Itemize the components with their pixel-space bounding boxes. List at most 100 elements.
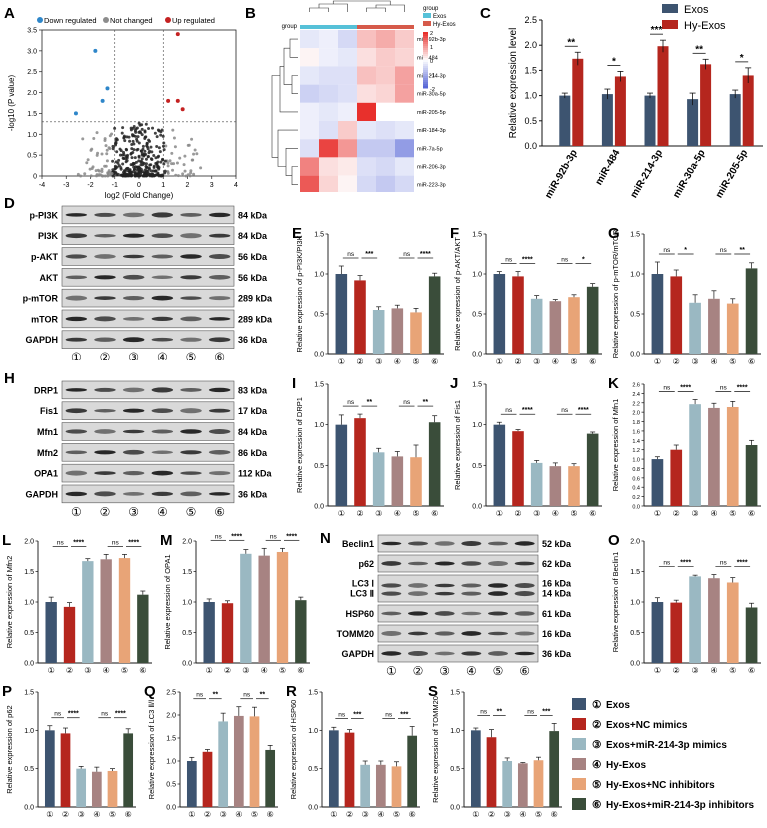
blot-band (122, 337, 145, 343)
nc-point (144, 164, 148, 168)
sig-label: ns (243, 692, 251, 699)
y-tick-label: 1.5 (472, 232, 482, 239)
legend-dot-0 (37, 17, 43, 23)
blot-band (94, 212, 116, 217)
blot-strip (61, 309, 235, 329)
x-group-number: ② (514, 509, 521, 518)
scale-tick: 2 (430, 31, 433, 37)
sig-label: ns (480, 708, 488, 715)
blot-band (208, 450, 231, 455)
nc-point (154, 169, 158, 173)
scale-tick: 0 (430, 59, 433, 65)
x-group-number: ⑤ (729, 666, 736, 675)
x-group-number: ① (330, 810, 337, 819)
blot-protein-label: DRP1 (34, 385, 58, 395)
x-category-label: miR-214-3p (629, 148, 665, 200)
blot-band (94, 296, 116, 300)
nc-point (199, 166, 203, 170)
sig-label: ns (54, 711, 62, 718)
blot-band (208, 408, 231, 413)
nc-point (159, 133, 163, 137)
y-tick-label: 2.5 (27, 69, 37, 76)
nc-point (123, 139, 127, 143)
legend-label-4: Hy-Exos (606, 760, 646, 771)
scale-tick: -2 (430, 87, 435, 93)
scale-segment (423, 44, 428, 47)
sig-label: ** (695, 44, 703, 55)
nc-point (152, 166, 156, 170)
blot-band (461, 591, 482, 596)
bar-group-3 (240, 553, 252, 663)
scale-segment (423, 46, 428, 49)
x-tick-label: 3 (210, 182, 214, 189)
bar-chart-l: L 0.0 0.5 1.0 1.5 2.0 Relative expression of M… (2, 532, 152, 675)
heatmap: BgroupmiR-92b-3pmiR-484miR-214-3pmiR-30a… (245, 0, 456, 194)
nc-point (123, 169, 127, 173)
scale-segment (423, 60, 428, 63)
blot-band (94, 450, 116, 455)
blot-band (488, 591, 508, 596)
scale-segment (423, 42, 428, 45)
legend-label-6: Hy-Exos+miR-214-3p inhibitors (606, 800, 755, 811)
bar-group-2 (344, 732, 355, 807)
blot-band (514, 651, 535, 656)
bar-group-5 (391, 766, 402, 807)
nc-point (153, 173, 157, 177)
nc-point (131, 134, 135, 138)
panel-label-l: L (2, 532, 11, 549)
blot-band (461, 611, 482, 616)
legend-title: group (423, 6, 439, 12)
panel-label-s: S (428, 683, 438, 700)
nc-point (133, 174, 137, 178)
bar-group-5 (726, 303, 739, 354)
y-tick-label: 0.5 (314, 312, 324, 319)
nc-point (131, 139, 135, 143)
blot-strip (377, 604, 539, 623)
heatmap-cell (338, 102, 357, 121)
panel-label-q: Q (144, 683, 156, 700)
bar-group-2 (670, 602, 683, 663)
heatmap-cell (376, 121, 395, 140)
blot-kda-label: 56 kDa (238, 273, 268, 283)
y-tick-label: 1.0 (472, 272, 482, 279)
bar-group-3 (530, 462, 543, 506)
bar-chart-i: I 0.0 0.5 1.0 1.5 Relative expression of DRP1… (292, 375, 444, 518)
x-group-number: ⑥ (748, 509, 755, 518)
x-axis-label: log2 (Fold Change) (105, 191, 174, 200)
blot-strip (61, 443, 235, 462)
blot-protein-label: GAPDH (341, 649, 374, 659)
nc-point (95, 153, 99, 157)
lane-number: ① (71, 351, 82, 360)
sig-label: ns (347, 251, 355, 258)
heatmap-cell (300, 175, 319, 194)
nc-point (105, 152, 109, 156)
nc-point (137, 167, 141, 171)
nc-point (148, 139, 152, 143)
x-tick-label: 4 (234, 182, 238, 189)
nc-point (153, 131, 157, 135)
scale-segment (423, 74, 428, 77)
y-tick-label: 0.0 (630, 352, 640, 359)
heatmap-cell (300, 66, 319, 85)
blot-band (488, 611, 508, 616)
y-tick-label: 2.5 (524, 15, 537, 25)
bar-group-6 (428, 276, 441, 354)
blot-band (65, 429, 88, 434)
blot-band (381, 561, 402, 566)
blot-strip (61, 268, 235, 287)
bar-group-4 (258, 555, 270, 663)
sig-label: **** (578, 407, 589, 414)
heatmap-cell (395, 157, 414, 176)
bar-group-4 (391, 308, 404, 354)
x-tick-label: -4 (39, 182, 45, 189)
blot-protein-label: p-AKT (31, 252, 58, 262)
legend-swatch-2 (572, 718, 586, 730)
panel-e: E 0.0 0.5 1.0 1.5 Relative expression of p-PI… (290, 220, 450, 370)
x-group-number: ② (488, 810, 495, 819)
y-tick-label: 2.0 (630, 539, 640, 546)
bar-group-3 (372, 452, 385, 506)
heatmap-cell (338, 66, 357, 85)
x-group-number: ⑤ (729, 357, 736, 366)
nc-point (163, 159, 167, 163)
bar-group-2 (63, 606, 76, 663)
